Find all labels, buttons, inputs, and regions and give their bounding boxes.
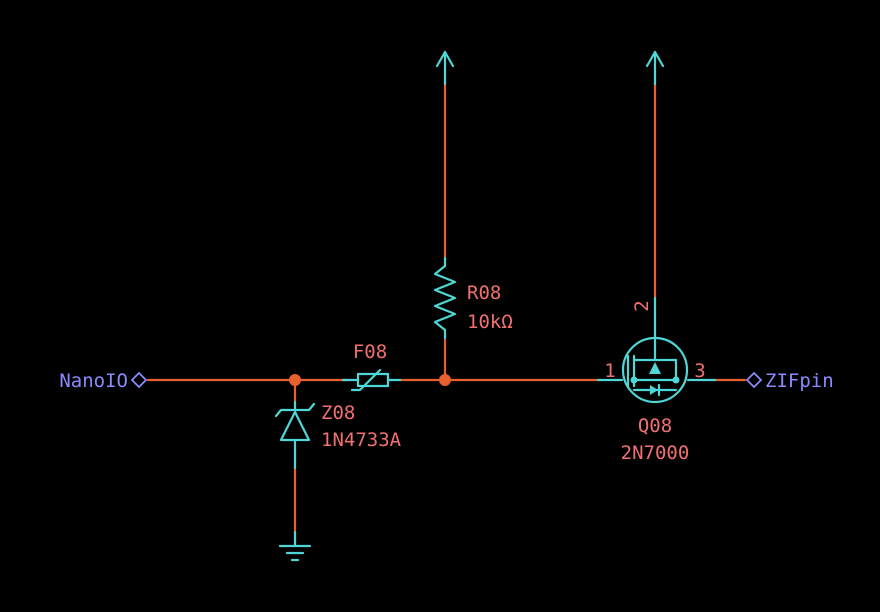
fuse-symbol[interactable]	[341, 368, 402, 392]
mosfet-symbol[interactable]	[596, 296, 717, 404]
zener-diode-symbol[interactable]	[274, 400, 316, 470]
power-arrow-icon	[435, 50, 455, 86]
mosfet-ref-label: Q08	[638, 415, 672, 437]
output-port-label: ZIFpin	[765, 370, 834, 392]
ground-icon	[278, 530, 312, 562]
mosfet-pin-gate-label: 1	[604, 360, 615, 382]
mosfet-value-label: 2N7000	[621, 442, 690, 464]
resistor-symbol[interactable]	[433, 256, 457, 340]
fuse-ref-label: F08	[353, 341, 387, 363]
mosfet-pin-source-label: 3	[694, 360, 705, 382]
junction-dot-zener	[289, 374, 301, 386]
zener-value-label: 1N4733A	[321, 429, 402, 451]
input-port-label: NanoIO	[59, 370, 128, 392]
resistor-value-label: 10kΩ	[467, 311, 513, 333]
junction-dot-resistor	[439, 374, 451, 386]
mosfet-pin-drain-label: 2	[631, 300, 653, 311]
zener-ref-label: Z08	[321, 402, 355, 424]
power-arrow-icon	[645, 50, 665, 86]
resistor-ref-label: R08	[467, 282, 501, 304]
input-port-icon[interactable]	[130, 371, 148, 389]
output-port-icon[interactable]	[745, 371, 763, 389]
